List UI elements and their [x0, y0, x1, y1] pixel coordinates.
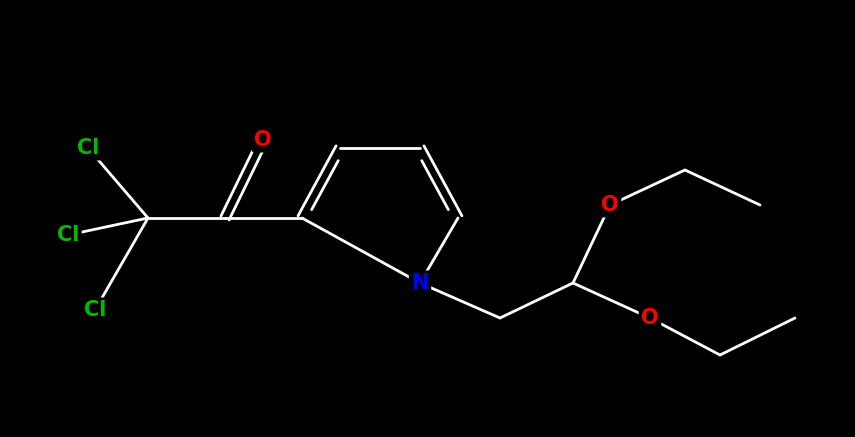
Text: O: O — [641, 308, 659, 328]
Text: N: N — [411, 273, 428, 293]
Text: O: O — [254, 130, 272, 150]
Text: Cl: Cl — [56, 225, 80, 245]
Text: Cl: Cl — [84, 300, 106, 320]
Text: Cl: Cl — [77, 138, 99, 158]
Text: O: O — [601, 195, 619, 215]
